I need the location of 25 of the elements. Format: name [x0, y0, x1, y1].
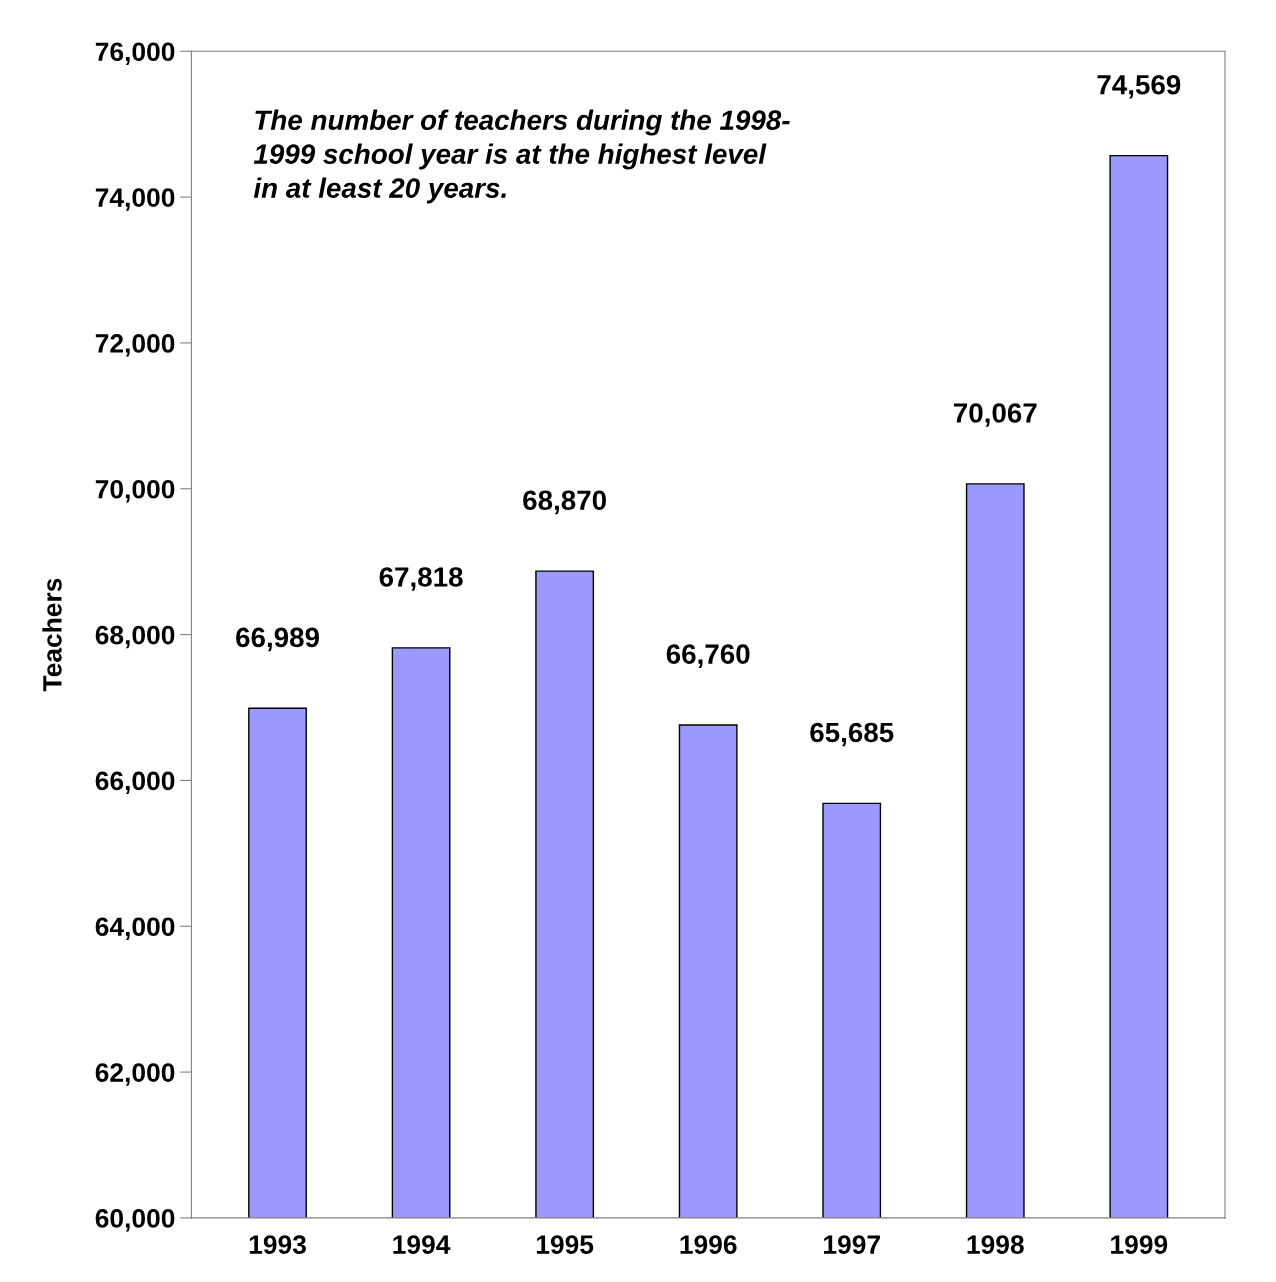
y-tick-label: 70,000: [95, 479, 175, 503]
y-tick-label: 68,000: [95, 625, 175, 649]
data-label: 65,685: [810, 722, 894, 747]
x-tick-label: 1999: [1111, 1235, 1168, 1254]
x-tick-label: 1994: [393, 1235, 451, 1254]
x-tick-label: 1995: [536, 1235, 594, 1254]
annotation: The number of teachers during the 1998- 1999 school year is at the highest level in at least 20 years.: [253, 109, 790, 204]
y-axis-title: Teachers: [42, 578, 62, 692]
y-tick-label: 62,000: [95, 1063, 175, 1086]
y-tick-label: 72,000: [95, 334, 175, 357]
y-tick-label: 76,000: [95, 42, 175, 65]
data-label: 66,989: [236, 627, 319, 652]
x-tick-label: 1996: [680, 1235, 737, 1254]
x-tick-label: 1993: [249, 1235, 306, 1254]
x-tick-label: 1998: [967, 1235, 1024, 1254]
data-label: 66,760: [666, 644, 750, 668]
data-label: 74,569: [1097, 74, 1181, 99]
x-tick-label: 1997: [824, 1235, 880, 1254]
y-tick-label: 64,000: [95, 917, 175, 940]
data-label: 68,870: [523, 490, 606, 515]
y-tick-label: 74,000: [95, 188, 175, 211]
y-tick-label: 60,000: [95, 1209, 175, 1232]
data-label: 67,818: [379, 567, 463, 591]
y-tick-label: 66,000: [95, 771, 175, 795]
data-label: 70,067: [954, 403, 1037, 427]
